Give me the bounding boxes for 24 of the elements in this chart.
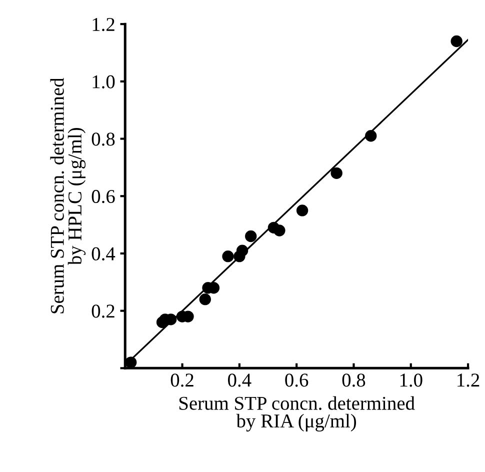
point <box>245 230 257 242</box>
y-tick-label: 1.2 <box>92 18 114 32</box>
point <box>296 204 308 216</box>
x-tick-label: 0.4 <box>228 374 252 387</box>
y-tick-label: 0.8 <box>92 132 115 146</box>
x-axis-title: Serum STP concn. determined by RIA (μg/ml) <box>179 396 415 432</box>
x-tick-label: 1.2 <box>458 374 480 387</box>
point <box>125 356 137 368</box>
x-tick-label: 0.6 <box>285 374 308 387</box>
point <box>199 294 211 306</box>
point <box>274 224 286 236</box>
y-axis-title: Serum STP concn. determined by HPLC (μg/ml) <box>50 78 86 314</box>
x-tick-label: 0.8 <box>342 374 366 387</box>
y-tick-label: 0.2 <box>92 304 114 318</box>
point <box>330 167 342 180</box>
point <box>236 244 248 256</box>
y-tick-label: 0.6 <box>92 190 115 204</box>
point <box>365 130 377 142</box>
x-tick-label: 0.2 <box>170 374 194 387</box>
x-tick-label: 1.0 <box>400 374 422 387</box>
point <box>450 35 462 48</box>
y-tick-label: 1.0 <box>92 75 115 88</box>
point <box>222 250 234 262</box>
y-tick-label: 0.4 <box>92 247 116 260</box>
